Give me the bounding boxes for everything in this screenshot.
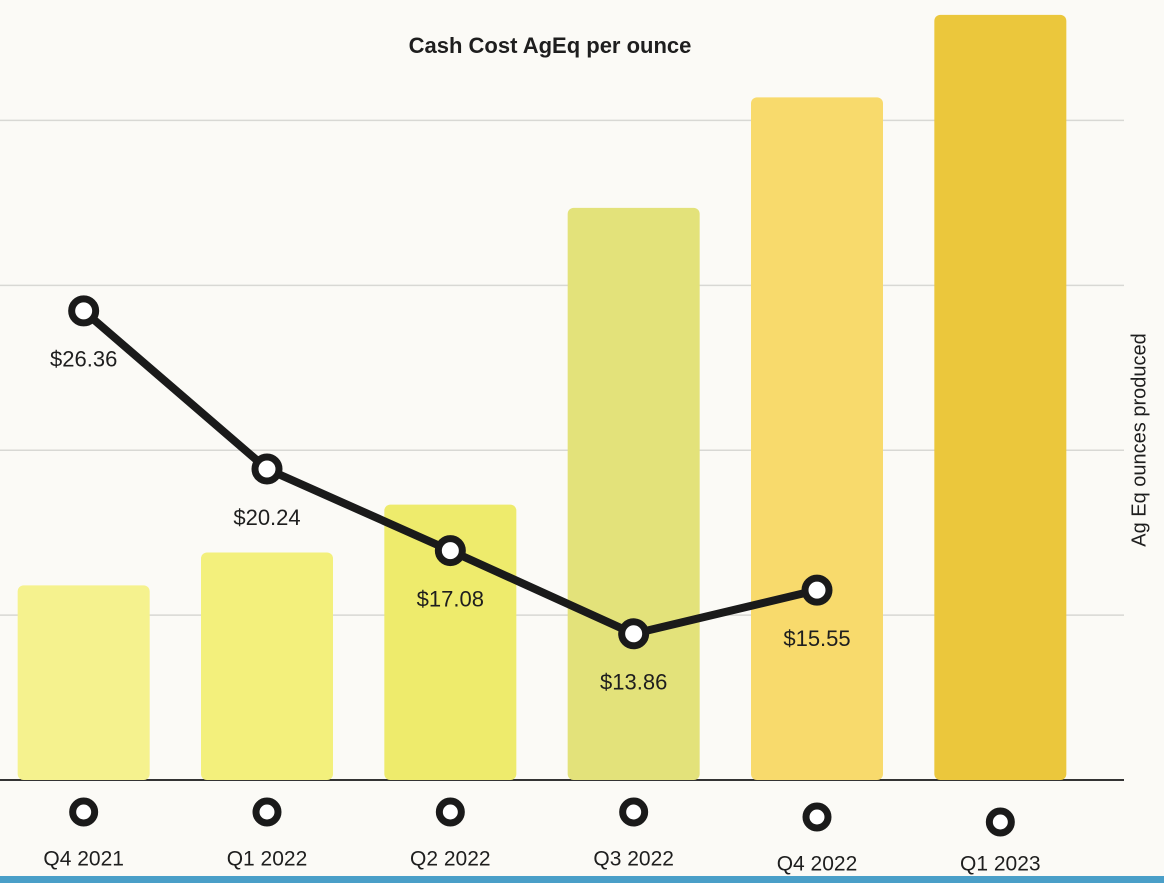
category-marker: [69, 797, 99, 827]
category-marker: [435, 797, 465, 827]
x-tick-label: Q3 2022: [593, 848, 674, 871]
value-label: $13.86: [600, 670, 667, 695]
value-label: $17.08: [417, 586, 484, 611]
bar: [201, 552, 333, 780]
line-point: [251, 453, 283, 485]
category-marker: [985, 807, 1015, 837]
bar: [384, 504, 517, 780]
bottom-border: [0, 876, 1164, 883]
value-label: $26.36: [50, 347, 117, 372]
x-tick-label: Q4 2022: [777, 853, 858, 876]
value-label: $15.55: [783, 626, 850, 651]
line-point: [618, 618, 650, 650]
x-tick-label: Q2 2022: [410, 848, 491, 871]
x-tick-label: Q4 2021: [43, 848, 124, 871]
value-label: $20.24: [233, 505, 300, 530]
chart-title: Cash Cost AgEq per ounce: [409, 33, 692, 58]
line-point: [801, 574, 833, 606]
bar: [751, 97, 883, 780]
bar: [17, 585, 150, 780]
x-tick-label: Q1 2022: [227, 848, 308, 871]
category-marker: [802, 802, 832, 832]
category-marker: [252, 797, 282, 827]
line-point: [434, 535, 466, 567]
bar: [567, 207, 700, 780]
y-axis-label: Ag Eq ounces produced: [1128, 333, 1150, 547]
line-point: [68, 295, 100, 327]
category-marker: [619, 797, 649, 827]
bar: [934, 14, 1067, 781]
x-tick-label: Q1 2023: [960, 853, 1041, 876]
